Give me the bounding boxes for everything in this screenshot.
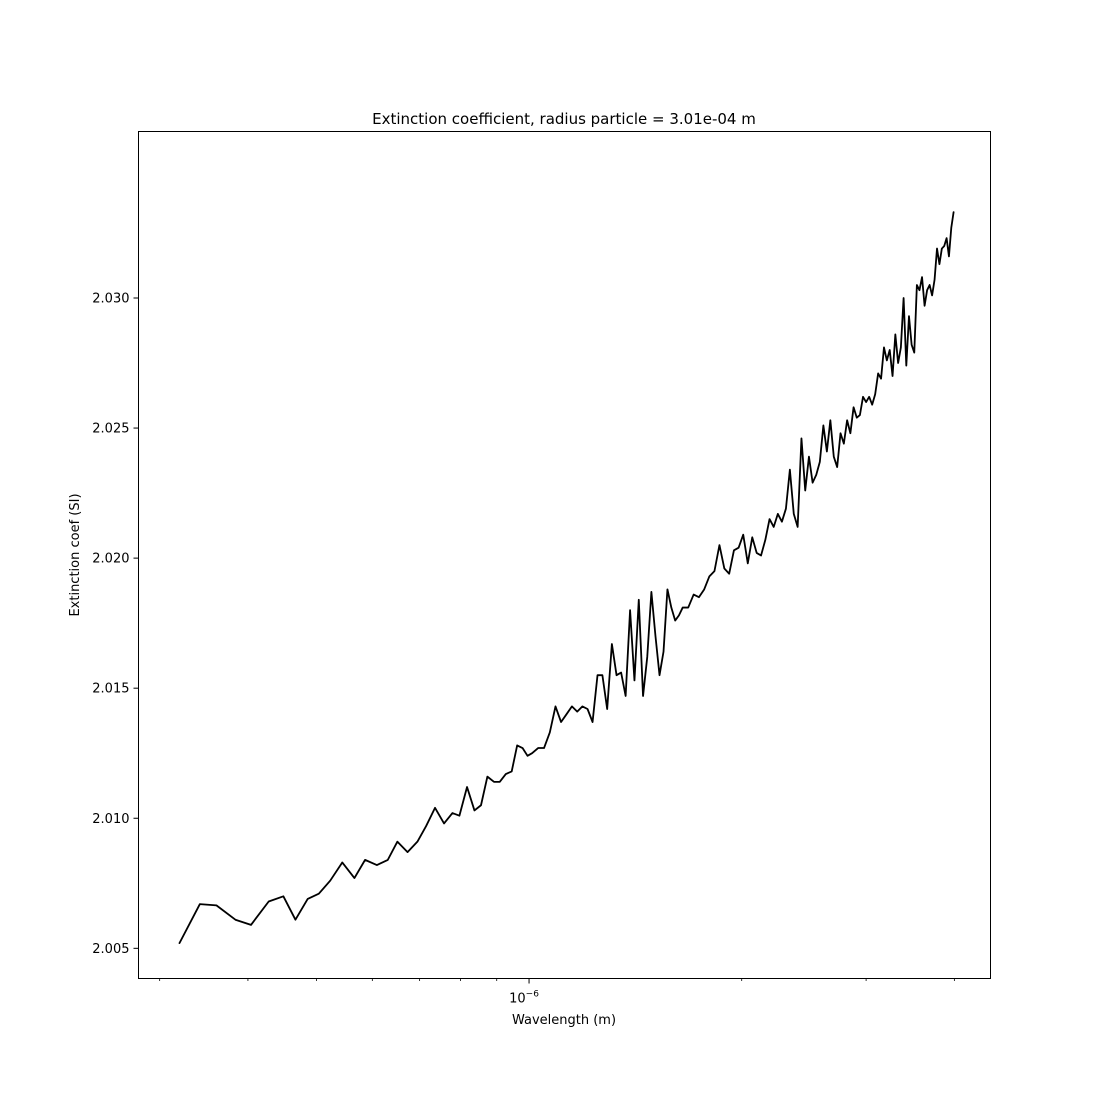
x-axis-label: Wavelength (m): [512, 1013, 616, 1028]
series-line: [178, 211, 955, 945]
x-tick-label-exponent: −6: [526, 990, 540, 1000]
y-tick-label: 2.015: [92, 682, 129, 697]
y-tick-label: 2.010: [92, 812, 129, 827]
chart-title: Extinction coefficient, radius particle …: [372, 110, 756, 128]
y-tick-label: 2.030: [92, 291, 129, 306]
y-ticks: 2.005 2.010 2.015 2.020 2.025 2.030: [92, 291, 139, 957]
x-major-ticks: 10−6: [509, 978, 539, 1007]
x-tick-label-base: 10: [509, 992, 526, 1007]
y-tick-label: 2.025: [92, 422, 129, 437]
y-tick-label: 2.005: [92, 942, 129, 957]
y-axis-label: Extinction coef (SI): [68, 493, 83, 616]
x-tick-label: 10−6: [509, 990, 539, 1007]
plot-frame: [138, 131, 991, 979]
y-tick-label: 2.020: [92, 552, 129, 567]
